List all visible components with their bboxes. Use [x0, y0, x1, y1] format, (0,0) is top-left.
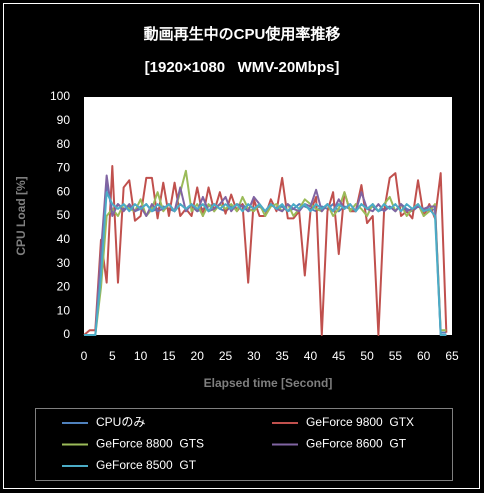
- legend-label: CPUのみ: [96, 415, 145, 429]
- legend-label: GeForce 8600 GT: [306, 437, 407, 451]
- y-tick-label: 60: [57, 184, 71, 198]
- x-tick-label: 45: [332, 349, 346, 363]
- y-tick-label: 30: [57, 256, 71, 270]
- y-tick-label: 100: [50, 89, 70, 103]
- x-tick-label: 35: [275, 349, 289, 363]
- legend-label: GeForce 9800 GTX: [306, 415, 414, 429]
- x-tick-label: 40: [304, 349, 318, 363]
- series-line: [84, 169, 447, 336]
- x-tick-label: 25: [219, 349, 233, 363]
- x-tick-label: 0: [81, 349, 88, 363]
- chart-title: 動画再生中のCPU使用率推移: [144, 25, 341, 43]
- y-tick-label: 10: [57, 303, 71, 317]
- legend-label: GeForce 8500 GT: [96, 458, 197, 472]
- x-tick-label: 15: [162, 349, 176, 363]
- x-tick-label: 30: [247, 349, 261, 363]
- y-tick-label: 0: [63, 327, 70, 341]
- y-tick-label: 90: [57, 113, 71, 127]
- chart-subtitle: [1920×1080 WMV-20Mbps]: [145, 59, 340, 76]
- y-axis-label: CPU Load [%]: [14, 176, 28, 255]
- y-tick-label: 20: [57, 280, 71, 294]
- series-line: [84, 191, 447, 336]
- x-tick-label: 55: [389, 349, 403, 363]
- x-axis-label: Elapsed time [Second]: [204, 376, 333, 390]
- x-tick-label: 65: [445, 349, 459, 363]
- legend-box: [35, 408, 453, 481]
- x-tick-label: 5: [109, 349, 116, 363]
- x-tick-label: 60: [417, 349, 431, 363]
- legend-label: GeForce 8800 GTS: [96, 437, 204, 451]
- y-tick-label: 70: [57, 161, 71, 175]
- y-tick-label: 40: [57, 232, 71, 246]
- x-tick-label: 50: [360, 349, 374, 363]
- y-tick-label: 50: [57, 208, 71, 222]
- x-tick-label: 20: [191, 349, 205, 363]
- y-tick-label: 80: [57, 137, 71, 151]
- x-tick-label: 10: [134, 349, 148, 363]
